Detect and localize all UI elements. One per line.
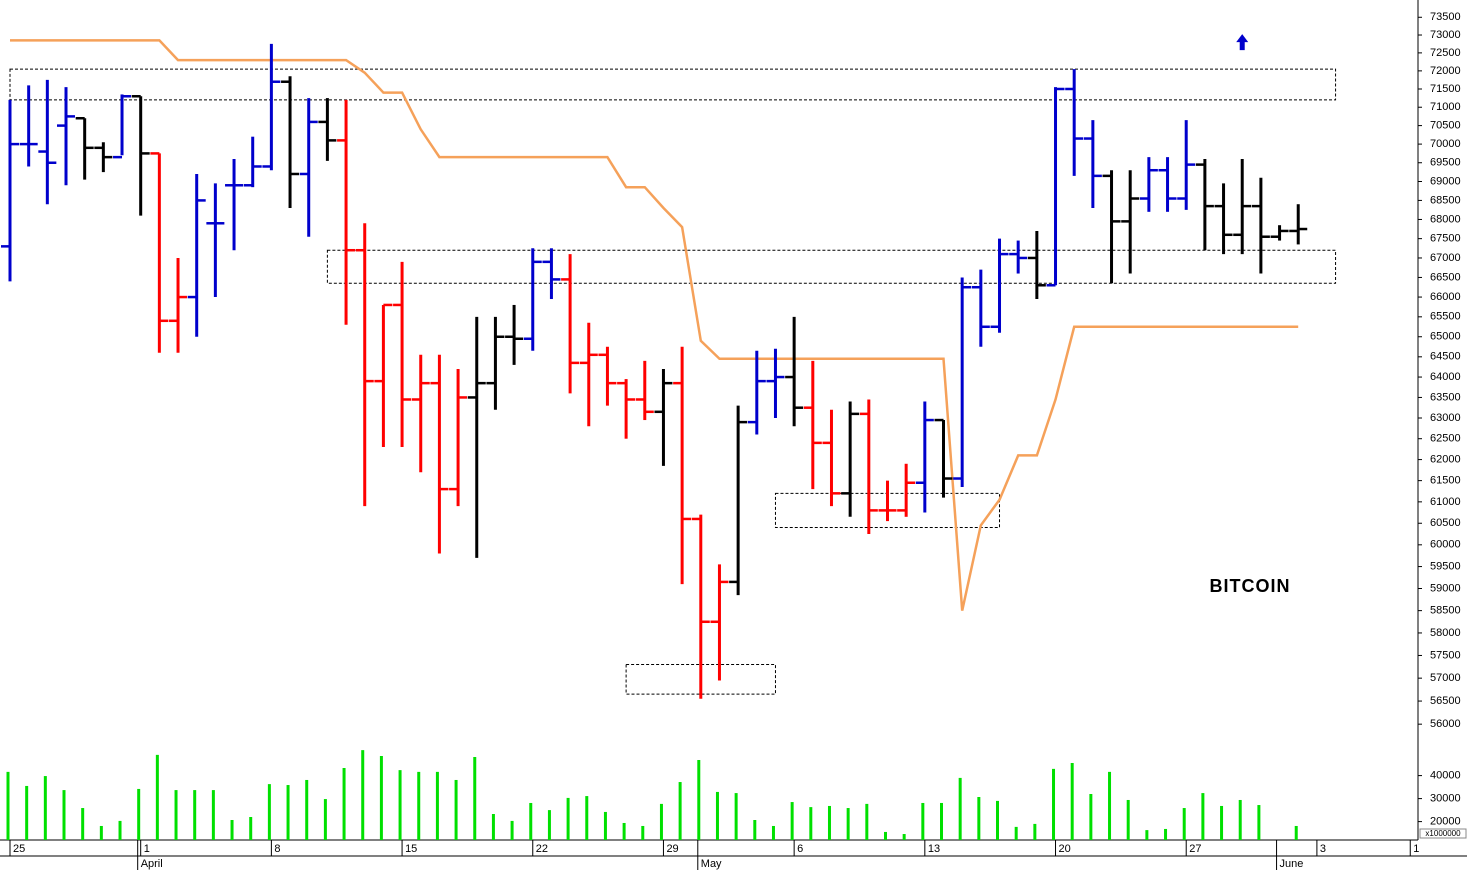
y-tick-label: 66000: [1430, 291, 1461, 303]
x-tick-label: 15: [405, 843, 417, 855]
y-tick-label: 68000: [1430, 213, 1461, 225]
y-tick-label: 71000: [1430, 101, 1461, 113]
y-tick-label: 63000: [1430, 412, 1461, 424]
y-tick-label: 71500: [1430, 83, 1461, 95]
y-tick-label: 62000: [1430, 453, 1461, 465]
y-tick-label: 65000: [1430, 331, 1461, 343]
month-label: June: [1280, 858, 1304, 870]
month-label: May: [701, 858, 722, 870]
zone: [326, 249, 1337, 284]
y-tick-label: 68500: [1430, 194, 1461, 206]
y-tick-label: 66500: [1430, 271, 1461, 283]
x-tick-label: 3: [1320, 843, 1326, 855]
y-tick-label: 58000: [1430, 627, 1461, 639]
y-tick-label: 72500: [1430, 47, 1461, 59]
volume-unit: x1000000: [1425, 829, 1461, 838]
x-tick-label: 20: [1059, 843, 1071, 855]
y-tick-label: 70000: [1430, 138, 1461, 150]
y-tick-label: 61500: [1430, 475, 1461, 487]
x-tick-label: 1: [1413, 843, 1419, 855]
y-tick-label: 64500: [1430, 351, 1461, 363]
x-tick-label: 22: [536, 843, 548, 855]
x-tick-label: 25: [13, 843, 25, 855]
y-tick-label: 70500: [1430, 120, 1461, 132]
month-label: April: [141, 858, 163, 870]
x-tick-label: 6: [797, 843, 803, 855]
y-tick-label: 56000: [1430, 718, 1461, 730]
volume-tick-label: 40000: [1430, 770, 1461, 782]
y-tick-label: 64000: [1430, 371, 1461, 383]
y-tick-label: 69500: [1430, 157, 1461, 169]
unit-box: [1419, 828, 1467, 839]
signal-arrow: [1236, 34, 1249, 51]
y-tick-label: 57500: [1430, 649, 1461, 661]
y-tick-label: 67500: [1430, 233, 1461, 245]
y-tick-label: 63500: [1430, 391, 1461, 403]
x-tick-label: 1: [144, 843, 150, 855]
y-tick-label: 69000: [1430, 175, 1461, 187]
volume-tick-label: 30000: [1430, 793, 1461, 805]
zone: [9, 68, 1337, 101]
stop-line: [10, 39, 1299, 611]
x-tick-label: 27: [1189, 843, 1201, 855]
y-tick-label: 67000: [1430, 252, 1461, 264]
y-tick-label: 59500: [1430, 560, 1461, 572]
y-tick-label: 56500: [1430, 695, 1461, 707]
x-tick-label: 29: [666, 843, 678, 855]
annotation: BITCOIN: [1210, 576, 1291, 596]
y-tick-label: 57000: [1430, 672, 1461, 684]
y-tick-label: 61000: [1430, 496, 1461, 508]
y-tick-label: 65500: [1430, 311, 1461, 323]
volume-tick-label: 20000: [1430, 816, 1461, 828]
y-tick-label: 59000: [1430, 582, 1461, 594]
y-tick-label: 58500: [1430, 605, 1461, 617]
y-tick-label: 72000: [1430, 65, 1461, 77]
y-tick-label: 60000: [1430, 539, 1461, 551]
y-tick-label: 62500: [1430, 433, 1461, 445]
y-tick-label: 73000: [1430, 29, 1461, 41]
y-tick-label: 73500: [1430, 11, 1461, 23]
y-tick-label: 60500: [1430, 517, 1461, 529]
x-tick-label: 8: [274, 843, 280, 855]
x-tick-label: 13: [928, 843, 940, 855]
